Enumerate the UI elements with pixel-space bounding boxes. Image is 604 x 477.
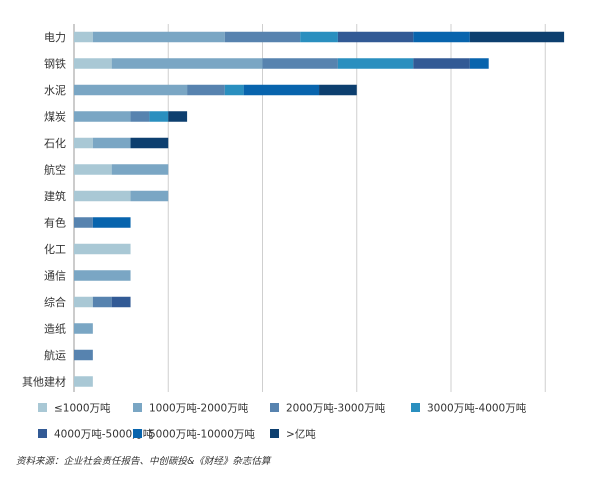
bar-segment [92, 296, 112, 308]
legend-label: 3000万吨-4000万吨 [427, 402, 527, 415]
bar-segment [74, 349, 93, 361]
category-label: 综合 [44, 295, 66, 309]
legend-label: >亿吨 [286, 428, 316, 441]
bar-segment [130, 137, 169, 149]
bar-segment [74, 190, 131, 202]
bar-segment [300, 31, 338, 43]
bar-segment [74, 111, 131, 122]
bar-segment [74, 323, 93, 334]
bar-segment [130, 190, 169, 202]
bar-segment [74, 84, 188, 96]
bar-segment [92, 31, 225, 43]
legend-swatch [38, 429, 47, 438]
category-label: 化工 [44, 242, 66, 256]
legend-label: 4000万吨-5000万吨 [54, 428, 154, 441]
source-note: 资料来源：企业社会责任报告、中创碳投&《财经》杂志估算 [16, 456, 271, 467]
legend-label: 5000万吨-10000万吨 [149, 428, 255, 441]
category-label: 电力 [44, 31, 66, 44]
legend-swatch [411, 403, 420, 412]
category-label: 航运 [44, 348, 66, 362]
legend: ≤1000万吨 1000万吨-2000万吨 2000万吨-3000万吨 3000万吨-… [38, 402, 527, 441]
legend-swatch [133, 429, 142, 438]
legend-label: 1000万吨-2000万吨 [149, 402, 249, 415]
bar-segment [243, 84, 320, 96]
bar-segment [74, 296, 93, 308]
bar-segment [74, 137, 93, 149]
bar-segment [92, 137, 131, 149]
category-label: 水泥 [44, 84, 66, 97]
bar-segment [224, 31, 301, 43]
bar-segment [74, 31, 93, 43]
category-label: 有色 [44, 216, 66, 230]
category-label: 建筑 [44, 189, 66, 203]
bar-segment [74, 58, 112, 69]
bar-segment [74, 243, 131, 255]
category-label: 航空 [44, 163, 66, 177]
bar-segment [111, 296, 131, 308]
bar-segment [187, 84, 225, 96]
bar-segment [111, 164, 169, 175]
bar-segment [337, 31, 414, 43]
bar-segment [413, 58, 470, 69]
category-label: 通信 [44, 270, 66, 283]
category-label: 煤炭 [44, 111, 66, 124]
bar-segment [130, 111, 150, 122]
category-label: 钢铁 [44, 58, 66, 71]
bar-segment [319, 84, 357, 96]
bar-segment [469, 58, 489, 69]
bar-segment [168, 111, 188, 122]
bar-segment [111, 58, 263, 69]
legend-swatch [38, 403, 47, 412]
bar-segment [149, 111, 169, 122]
category-label: 石化 [44, 136, 66, 150]
category-label: 其他建材 [22, 375, 66, 389]
bar-segment [224, 84, 244, 96]
bar-segment [74, 217, 93, 228]
bar-segment [92, 217, 131, 228]
legend-swatch [270, 403, 279, 412]
bar-segment [262, 58, 338, 69]
legend-label: ≤1000万吨 [54, 402, 111, 415]
bars [74, 31, 565, 387]
bar-segment [337, 58, 414, 69]
bar-segment [74, 270, 131, 281]
legend-label: 2000万吨-3000万吨 [286, 402, 386, 415]
gridlines [73, 24, 546, 392]
category-label: 造纸 [44, 322, 66, 336]
bar-segment [74, 164, 112, 175]
bar-segment [74, 376, 93, 387]
bar-segment [413, 31, 470, 43]
legend-swatch [133, 403, 142, 412]
bar-segment [469, 31, 565, 43]
legend-swatch [270, 429, 279, 438]
